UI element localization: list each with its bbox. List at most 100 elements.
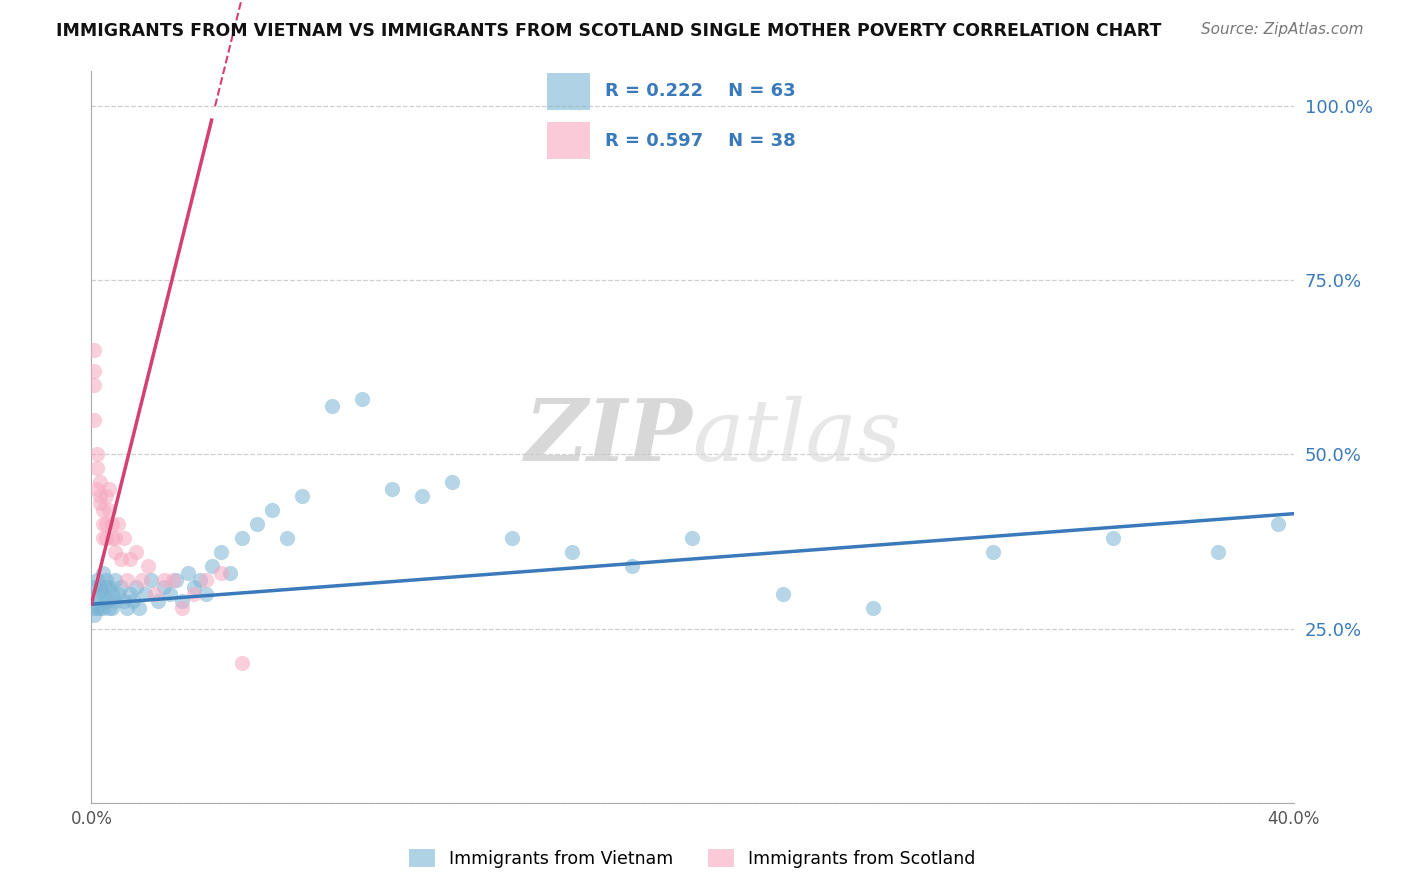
Point — [501, 531, 523, 545]
Text: IMMIGRANTS FROM VIETNAM VS IMMIGRANTS FROM SCOTLAND SINGLE MOTHER POVERTY CORREL: IMMIGRANTS FROM VIETNAM VS IMMIGRANTS FR… — [56, 22, 1161, 40]
Point — [96, 531, 118, 545]
Point — [128, 600, 150, 615]
Point — [772, 587, 794, 601]
Point — [209, 566, 232, 580]
Point — [107, 517, 129, 532]
Point — [176, 566, 198, 580]
Point — [93, 600, 115, 615]
Point — [117, 573, 139, 587]
FancyBboxPatch shape — [547, 73, 591, 110]
Point — [143, 587, 166, 601]
Point — [561, 545, 583, 559]
Point — [188, 573, 211, 587]
Point — [411, 489, 433, 503]
Point — [89, 489, 111, 503]
Point — [89, 594, 111, 608]
Text: Source: ZipAtlas.com: Source: ZipAtlas.com — [1201, 22, 1364, 37]
Point — [117, 600, 139, 615]
Point — [93, 587, 115, 601]
Point — [83, 364, 105, 378]
Point — [93, 517, 115, 532]
Point — [152, 580, 174, 594]
Point — [104, 531, 127, 545]
Point — [291, 489, 314, 503]
Point — [681, 531, 703, 545]
Point — [1208, 545, 1230, 559]
Point — [321, 399, 343, 413]
Point — [86, 573, 108, 587]
Point — [104, 545, 127, 559]
Point — [170, 600, 193, 615]
Point — [89, 600, 111, 615]
Point — [114, 531, 136, 545]
Point — [107, 587, 129, 601]
Point — [194, 573, 217, 587]
Point — [381, 483, 404, 497]
Point — [83, 343, 105, 357]
Point — [120, 587, 142, 601]
Point — [621, 558, 644, 573]
Point — [83, 580, 105, 594]
Point — [246, 517, 269, 532]
Text: R = 0.597    N = 38: R = 0.597 N = 38 — [606, 132, 796, 150]
Point — [98, 600, 121, 615]
Point — [276, 531, 298, 545]
Point — [1267, 517, 1289, 532]
Point — [110, 552, 132, 566]
Point — [98, 580, 121, 594]
Point — [231, 657, 253, 671]
Point — [93, 503, 115, 517]
Point — [170, 594, 193, 608]
Point — [201, 558, 224, 573]
Point — [165, 573, 187, 587]
Point — [86, 461, 108, 475]
Point — [101, 517, 124, 532]
Legend: Immigrants from Vietnam, Immigrants from Scotland: Immigrants from Vietnam, Immigrants from… — [402, 842, 983, 874]
Point — [86, 600, 108, 615]
Point — [146, 594, 169, 608]
Point — [86, 587, 108, 601]
Point — [114, 594, 136, 608]
Point — [83, 377, 105, 392]
Point — [104, 573, 127, 587]
Point — [98, 483, 121, 497]
Point — [96, 517, 118, 532]
Point — [162, 573, 184, 587]
Point — [194, 587, 217, 601]
Point — [96, 580, 118, 594]
Point — [89, 496, 111, 510]
Point — [101, 587, 124, 601]
Point — [209, 545, 232, 559]
Point — [86, 448, 108, 462]
Point — [125, 580, 148, 594]
Point — [96, 573, 118, 587]
Point — [231, 531, 253, 545]
Point — [98, 503, 121, 517]
Point — [83, 412, 105, 426]
Point — [93, 566, 115, 580]
Point — [101, 531, 124, 545]
Point — [125, 545, 148, 559]
Point — [1102, 531, 1125, 545]
Point — [96, 489, 118, 503]
Point — [138, 558, 160, 573]
FancyBboxPatch shape — [547, 122, 591, 159]
Point — [101, 600, 124, 615]
Point — [89, 475, 111, 490]
Point — [122, 594, 145, 608]
Point — [440, 475, 463, 490]
Point — [93, 531, 115, 545]
Point — [110, 580, 132, 594]
Point — [83, 607, 105, 622]
Point — [89, 580, 111, 594]
Point — [96, 594, 118, 608]
Point — [183, 580, 205, 594]
Point — [104, 594, 127, 608]
Point — [83, 600, 105, 615]
Point — [131, 573, 153, 587]
Point — [159, 587, 181, 601]
Point — [141, 573, 163, 587]
Point — [218, 566, 240, 580]
Point — [260, 503, 283, 517]
Point — [862, 600, 884, 615]
